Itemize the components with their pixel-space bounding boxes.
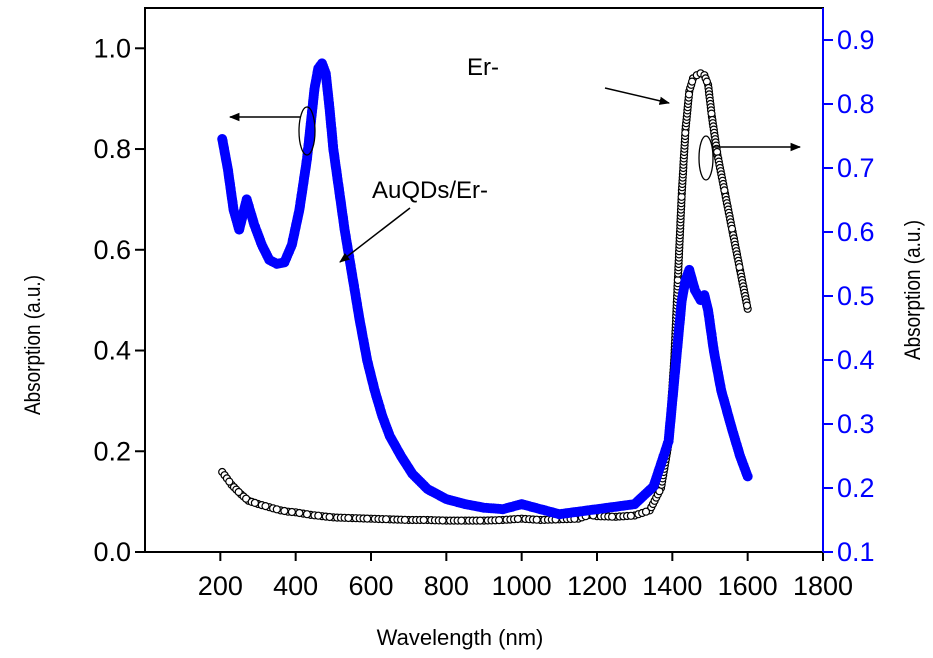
right-y-tick-label: 0.5 xyxy=(837,281,875,311)
trace-marker xyxy=(457,516,466,525)
trace-marker xyxy=(684,90,694,99)
trace-marker xyxy=(495,515,504,525)
left-y-tick-label: 0.8 xyxy=(93,134,131,164)
x-axis: 200 400 600 800 1000 1200 1400 1600 1800 xyxy=(198,552,853,601)
left-y-tick-label: 0.2 xyxy=(93,436,131,466)
trace-marker xyxy=(234,487,243,497)
left-y-tick-label: 0.4 xyxy=(93,336,131,366)
trace-marker xyxy=(363,514,372,523)
right-y-tick-label: 0.6 xyxy=(837,217,875,247)
trace-marker xyxy=(325,512,334,522)
right-y-tick-label: 0.8 xyxy=(837,89,875,119)
trace-marker xyxy=(225,477,234,486)
series-layer xyxy=(217,58,753,525)
right-y-tick-label: 0.2 xyxy=(837,473,875,503)
trace-marker xyxy=(735,263,744,272)
trace-marker xyxy=(607,512,617,521)
right-y-tick-label: 0.1 xyxy=(837,537,875,567)
annotation-auqds-er: AuQDs/Er- xyxy=(372,177,488,204)
trace-marker xyxy=(742,301,752,310)
x-tick-label: 1400 xyxy=(642,571,702,601)
trace-marker xyxy=(438,516,447,525)
trace-marker xyxy=(419,515,428,525)
series-auqds-er xyxy=(217,58,753,520)
trace-marker xyxy=(532,515,541,524)
left-y-tick-label: 0.6 xyxy=(93,235,131,265)
trace-marker xyxy=(712,147,722,157)
trace-marker xyxy=(344,513,353,523)
trace-marker xyxy=(513,514,523,524)
right-y-axis: 0.1 0.2 0.3 0.4 0.5 0.6 0.7 0.8 0.9 xyxy=(823,25,875,567)
axis-indicator-ellipse-right xyxy=(698,135,714,181)
x-tick-label: 200 xyxy=(198,571,243,601)
annotation-er: Er- xyxy=(467,54,499,81)
x-axis-title: Wavelength (nm) xyxy=(377,625,544,650)
left-y-tick-label: 1.0 xyxy=(93,33,131,63)
trace-marker xyxy=(287,507,296,517)
right-y-tick-label: 0.4 xyxy=(837,345,875,375)
trace-marker xyxy=(741,469,752,480)
x-tick-label: 600 xyxy=(348,571,393,601)
trace-marker xyxy=(302,510,312,519)
right-y-axis-title: Absorption (a.u.) xyxy=(900,220,925,360)
annotation-arrow-er xyxy=(604,87,671,105)
trace-marker xyxy=(626,511,636,520)
x-tick-label: 800 xyxy=(424,571,469,601)
x-tick-label: 1600 xyxy=(718,571,778,601)
x-tick-label: 1800 xyxy=(793,571,853,601)
trace-marker xyxy=(720,186,729,195)
right-y-tick-label: 0.7 xyxy=(837,153,875,183)
trace-marker xyxy=(261,502,270,511)
right-y-tick-label: 0.3 xyxy=(837,409,875,439)
trace-marker xyxy=(250,498,259,507)
trace-marker xyxy=(280,506,289,516)
trace-marker xyxy=(272,505,281,514)
trace-marker xyxy=(382,515,391,524)
trace-marker xyxy=(727,224,737,233)
x-tick-label: 1200 xyxy=(567,571,627,601)
left-y-axis: 0.0 0.2 0.4 0.6 0.8 1.0 xyxy=(93,33,145,567)
x-tick-label: 400 xyxy=(273,571,318,601)
plot-frame xyxy=(144,7,824,553)
axis-indicator-ellipse-left xyxy=(298,106,316,156)
trace-marker xyxy=(687,77,697,86)
right-y-tick-label: 0.9 xyxy=(837,25,875,55)
trace-marker xyxy=(295,508,304,518)
trace-marker xyxy=(314,511,323,520)
trace-marker xyxy=(641,507,651,516)
annotation-arrow-auqds xyxy=(339,207,411,263)
x-tick-label: 1000 xyxy=(492,571,552,601)
trace-marker xyxy=(476,516,485,525)
trace-marker xyxy=(400,515,409,525)
left-y-axis-title: Absorption (a.u.) xyxy=(20,275,45,415)
series-er xyxy=(218,69,752,525)
left-y-tick-label: 0.0 xyxy=(93,537,131,567)
